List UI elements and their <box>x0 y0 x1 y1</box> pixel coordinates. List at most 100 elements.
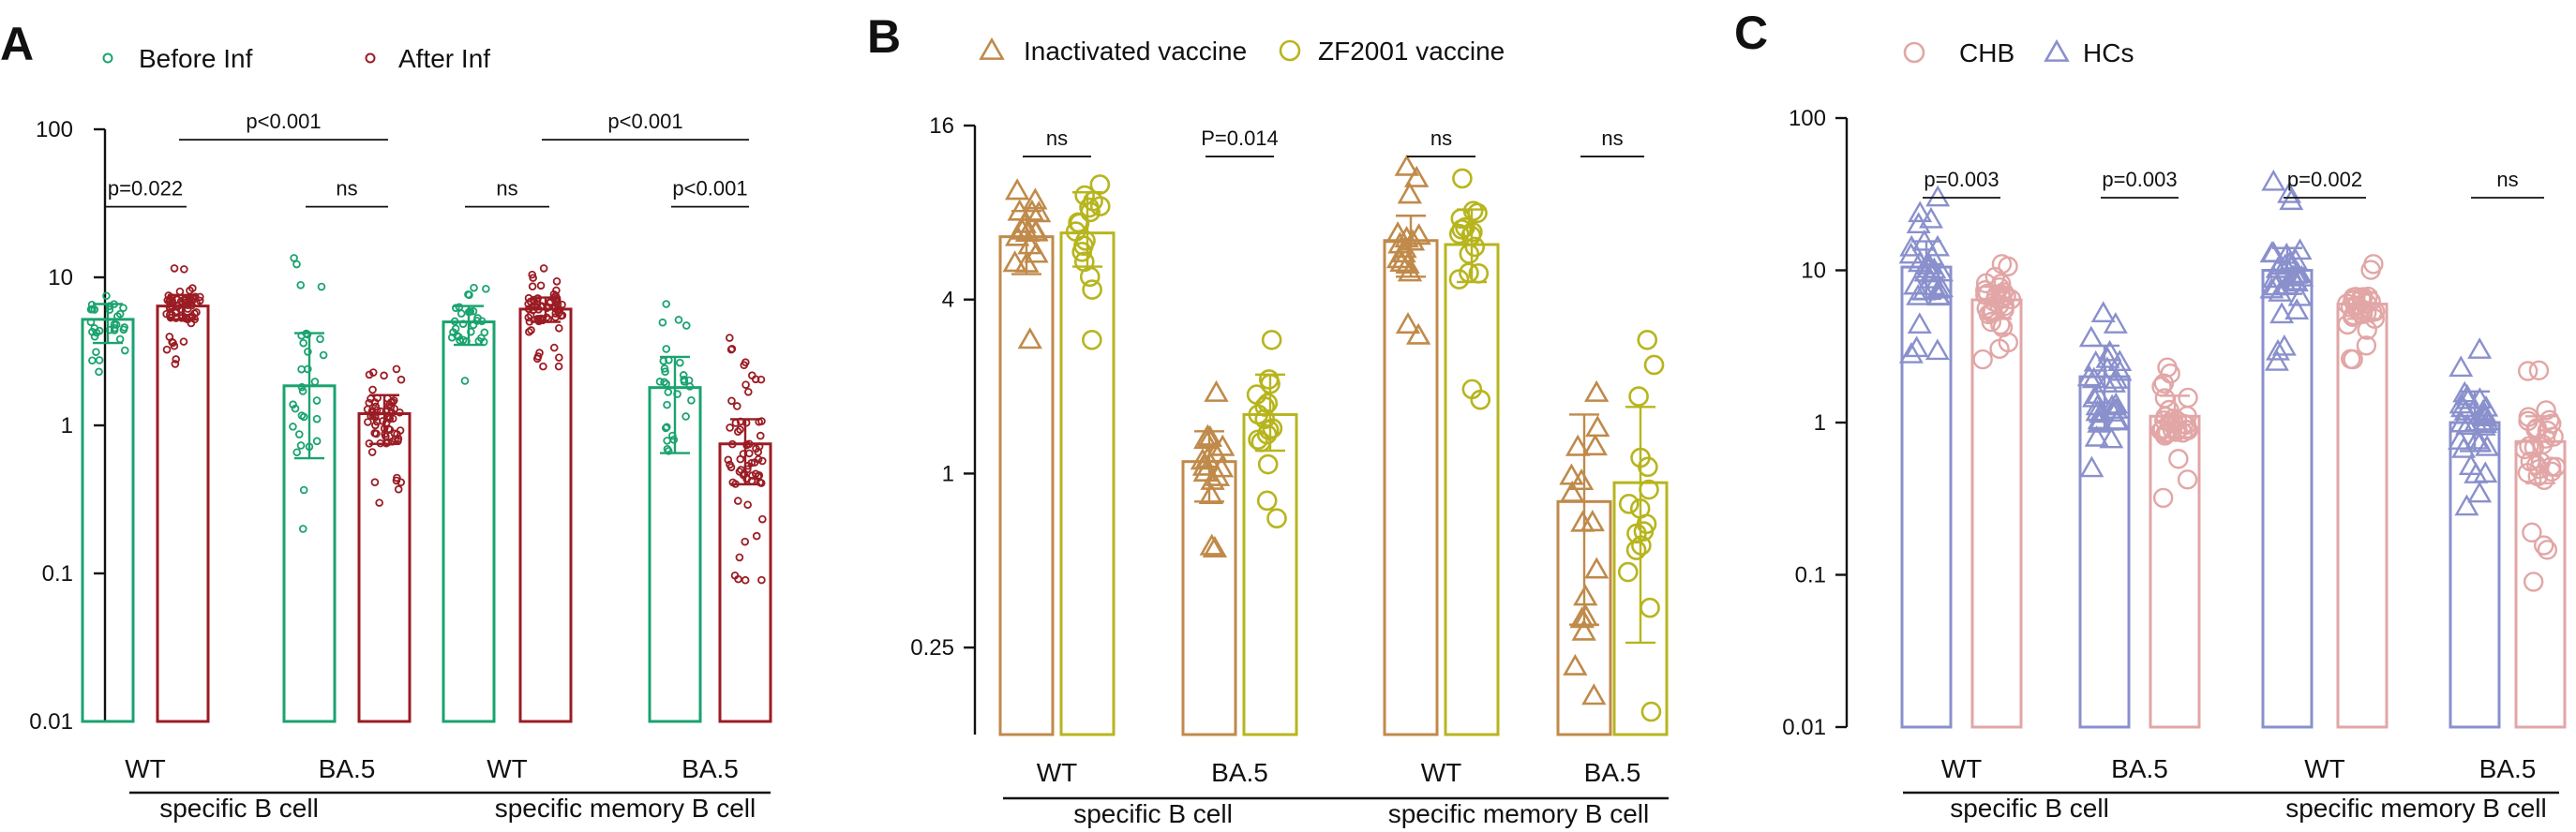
data-point <box>732 402 741 410</box>
data-point <box>2528 360 2550 381</box>
bar <box>1059 231 1116 736</box>
data-point <box>741 537 750 546</box>
data-point <box>316 334 324 344</box>
significance-label: p<0.001 <box>672 177 747 201</box>
bar <box>156 305 210 723</box>
data-point <box>1907 250 1932 273</box>
data-point <box>1079 266 1101 288</box>
data-point <box>1192 459 1218 482</box>
data-point <box>557 311 565 320</box>
data-point <box>728 478 738 487</box>
data-point <box>739 450 748 458</box>
data-point <box>1459 262 1479 283</box>
data-point <box>2081 366 2106 389</box>
data-point <box>303 364 312 374</box>
data-point <box>372 406 382 415</box>
data-point <box>726 423 734 432</box>
data-point <box>758 514 767 524</box>
data-point <box>2099 426 2124 449</box>
data-point <box>2358 286 2378 307</box>
data-point <box>312 414 322 423</box>
data-point <box>1191 453 1218 476</box>
data-point <box>1065 221 1086 242</box>
data-point <box>1625 540 1647 560</box>
data-point <box>674 316 683 324</box>
data-point <box>2103 312 2128 334</box>
data-point <box>394 484 403 494</box>
data-point <box>1569 606 1595 629</box>
data-point <box>551 304 560 313</box>
data-point <box>92 328 101 337</box>
data-point <box>1002 250 1027 273</box>
data-point <box>392 364 401 374</box>
data-point <box>192 307 201 317</box>
y-tick-label: 0.01 <box>29 709 73 735</box>
data-point <box>1926 283 1952 305</box>
bar <box>2261 269 2314 729</box>
data-point <box>2519 436 2539 456</box>
data-point <box>524 293 533 303</box>
data-point <box>754 454 763 464</box>
data-point <box>1919 260 1944 283</box>
data-point <box>370 478 380 486</box>
data-point <box>2177 469 2198 490</box>
data-point <box>397 375 406 384</box>
data-point <box>296 280 306 290</box>
data-point <box>1004 178 1030 201</box>
data-point <box>741 575 750 585</box>
data-point <box>741 380 750 389</box>
data-point <box>1193 427 1219 450</box>
data-point <box>310 378 320 386</box>
data-point <box>661 367 669 377</box>
data-point <box>1011 211 1037 233</box>
data-point <box>2264 349 2289 371</box>
data-point <box>86 318 96 327</box>
data-point <box>662 300 671 308</box>
data-point <box>1906 284 1931 305</box>
group-label: specific memory B cell <box>1388 799 1650 828</box>
data-point <box>2360 290 2381 312</box>
panel-c-letter: C <box>1734 7 1768 59</box>
data-point <box>1911 278 1937 301</box>
data-point <box>529 305 538 314</box>
data-point <box>2526 454 2547 476</box>
data-point <box>1385 246 1412 269</box>
data-point <box>297 382 307 392</box>
data-point <box>1571 618 1596 641</box>
significance-label: p=0.022 <box>108 177 183 201</box>
data-point <box>1448 223 1470 245</box>
data-point <box>744 387 753 396</box>
data-point <box>290 254 298 262</box>
group-label: specific memory B cell <box>2285 794 2547 823</box>
data-point <box>1898 341 1924 364</box>
data-point <box>2455 383 2479 406</box>
data-point <box>1392 236 1417 259</box>
data-point <box>1629 498 1651 519</box>
data-point <box>376 407 385 416</box>
data-point <box>655 378 665 386</box>
data-point <box>742 440 751 449</box>
data-point <box>1462 221 1483 243</box>
data-point <box>687 396 696 405</box>
data-point <box>2526 418 2547 438</box>
data-point <box>660 378 668 387</box>
data-point <box>1461 379 1483 400</box>
data-point <box>1637 329 1658 350</box>
data-point <box>529 274 537 282</box>
data-point <box>370 429 380 438</box>
data-point <box>1198 482 1224 504</box>
data-point <box>552 276 562 286</box>
data-point <box>368 410 377 420</box>
data-point <box>393 430 401 438</box>
data-point <box>742 474 751 483</box>
data-point <box>1071 241 1093 262</box>
data-point <box>1204 379 1229 402</box>
data-point <box>167 298 176 307</box>
data-point <box>2527 466 2548 487</box>
data-point <box>662 345 671 353</box>
data-point <box>664 388 673 396</box>
data-point <box>373 394 382 403</box>
data-point <box>1452 168 1473 189</box>
category-label: WT <box>1421 758 1462 787</box>
data-point <box>113 312 122 320</box>
